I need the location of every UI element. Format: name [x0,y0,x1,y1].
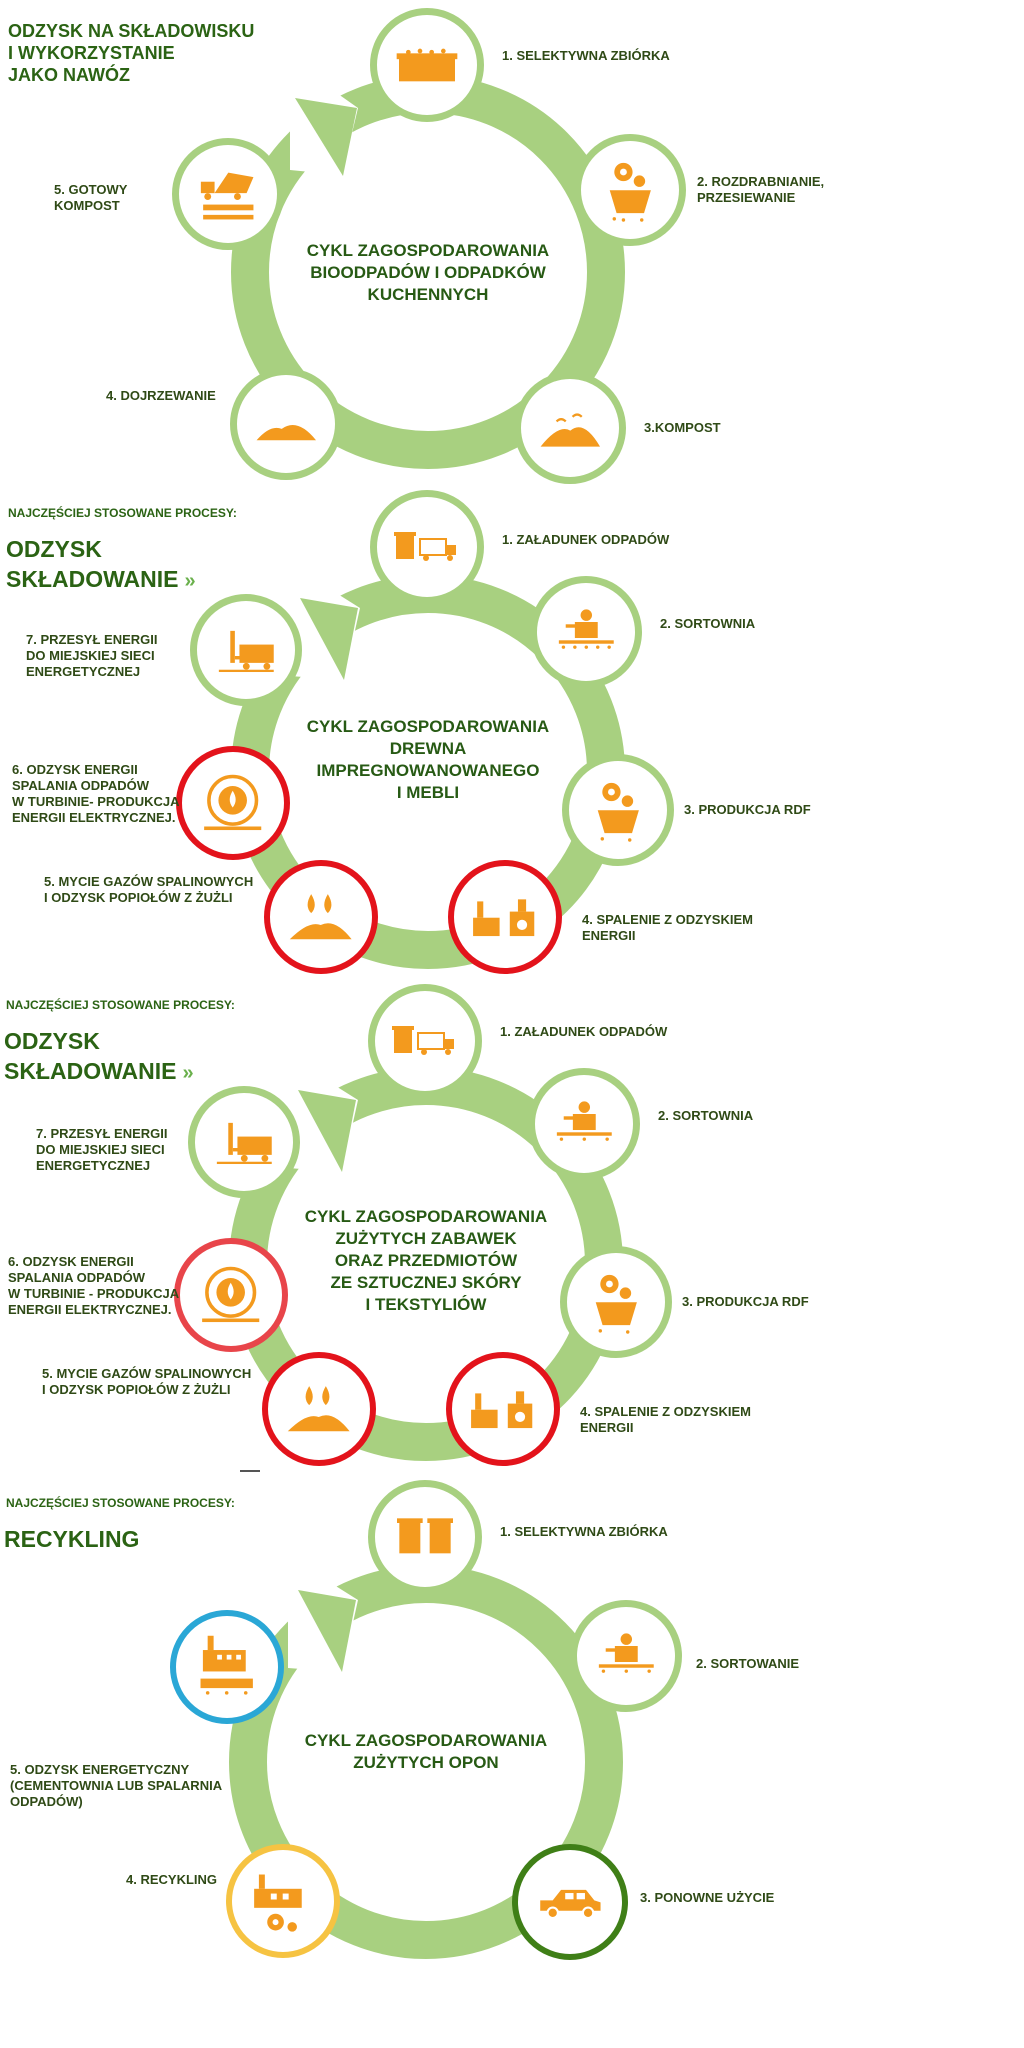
step-node-3 [512,1844,628,1960]
dump-truck-icon [200,172,254,220]
step-label-1: 1. SELEKTYWNA ZBIÓRKA [502,48,670,63]
step-label-7: 7. PRZESYŁ ENERGII DO MIEJSKIEJ SIECI EN… [36,1126,168,1173]
step-label-7: 7. PRZESYŁ ENERGII DO MIEJSKIEJ SIECI EN… [26,632,158,679]
step-node-5 [170,1610,284,1724]
gears-icon [595,1274,637,1334]
factory-furnace-icon [200,1636,254,1695]
step-label-3: 3. PRODUKCJA RDF [684,802,811,817]
cycle-title: CYKL ZAGOSPODAROWANIA ZUŻYTYCH OPON [304,1731,548,1772]
step-node-5 [264,860,378,974]
step-node-1 [370,490,484,604]
factory-furnace-icon [473,899,535,937]
step-node-2 [528,1068,640,1180]
step-node-6 [174,1238,288,1352]
step-label-1: 1. ZAŁADUNEK ODPADÓW [500,1024,668,1039]
gears-icon [597,782,639,842]
step-label-4: 4. SPALENIE Z ODZYSKIEM ENERGII [580,1404,751,1435]
drops-icon [288,1386,350,1432]
step-label-6: 6. ODZYSK ENERGII SPALANIA ODPADÓW W TUR… [12,762,180,825]
step-node-3 [562,754,674,866]
step-node-3 [514,372,626,484]
processes-label: NAJCZĘŚCIEJ STOSOWANE PROCESY: [8,506,237,520]
step-label-2: 2. SORTOWANIE [696,1656,800,1671]
process-2: SKŁADOWANIE» [4,1056,194,1088]
section-wood: NAJCZĘŚCIEJ STOSOWANE PROCESY: ODZYSK SK… [0,490,1024,980]
step-label-5: 5. MYCIE GAZÓW SPALINOWYCH I ODZYSK POPI… [44,874,254,905]
step-label-3: 3. PONOWNE UŻYCIE [640,1890,775,1905]
sorting-worker-icon [558,609,614,649]
forklift-icon [218,630,274,672]
gears-icon [609,162,651,222]
step-label-1: 1. ZAŁADUNEK ODPADÓW [502,532,670,547]
process-2: SKŁADOWANIE» [6,564,196,596]
step-label-6: 6. ODZYSK ENERGII SPALANIA ODPADÓW W TUR… [8,1254,180,1317]
step-node-1 [370,8,484,122]
compost-pile-icon [540,413,600,447]
step-label-4: 4. RECYKLING [126,1872,218,1887]
step-node-5 [262,1352,376,1466]
step-node-7 [190,594,302,706]
step-label-1: 1. SELEKTYWNA ZBIÓRKA [500,1524,668,1539]
process-2-text: SKŁADOWANIE [6,566,179,592]
turbine-icon [202,1267,260,1323]
step-label-4: 4. DOJRZEWANIE [106,388,216,403]
forklift-icon [216,1122,272,1164]
sorting-worker-icon [556,1101,612,1141]
step-node-6 [176,746,290,860]
step-node-2 [574,134,686,246]
heap-icon [256,424,316,441]
step-label-2: 2. SORTOWNIA [660,616,756,631]
step-node-3 [560,1246,672,1358]
processes-label: NAJCZĘŚCIEJ STOSOWANE PROCESY: [6,998,235,1012]
plant-icon [254,1874,303,1932]
step-label-2: 2. ROZDRABNIANIE, PRZESIEWANIE [697,174,825,205]
step-node-2 [530,576,642,688]
cycle-title: CYKL ZAGOSPODAROWANIA BIOODPADÓW I ODPAD… [306,241,550,304]
step-node-4 [448,860,562,974]
process-1: ODZYSK [6,536,102,562]
section-heading: ODZYSK NA SKŁADOWISKU I WYKORZYSTANIE JA… [8,21,255,85]
bin-truck-icon [394,532,456,561]
step-label-5: 5. ODZYSK ENERGETYCZNY (CEMENTOWNIA LUB … [10,1762,223,1809]
processes-label: NAJCZĘŚCIEJ STOSOWANE PROCESY: [6,1496,235,1510]
container-icon [396,48,458,82]
cycle-title: CYKL ZAGOSPODAROWANIA DREWNA IMPREGNOWAN… [306,717,550,802]
section-biowaste: ODZYSK NA SKŁADOWISKU I WYKORZYSTANIE JA… [0,0,1024,490]
car-icon [539,1889,601,1919]
bins-icon [397,1518,453,1554]
step-node-5 [172,138,284,250]
sorting-worker-icon [598,1633,654,1673]
step-node-4 [230,368,342,480]
section-toys: NAJCZĘŚCIEJ STOSOWANE PROCESY: ODZYSK SK… [0,980,1024,1480]
process-2-text: SKŁADOWANIE [4,1058,177,1084]
chevron-right-icon: » [184,570,196,592]
factory-furnace-icon [471,1391,533,1429]
cycle-title: CYKL ZAGOSPODAROWANIA ZUŻYTYCH ZABAWEK O… [304,1207,548,1314]
step-label-3: 3. PRODUKCJA RDF [682,1294,809,1309]
step-node-1 [368,984,482,1098]
step-label-5: 5. GOTOWY KOMPOST [54,182,128,213]
step-label-3: 3.KOMPOST [644,420,721,435]
drops-icon [290,894,352,940]
process-1: RECYKLING [4,1526,140,1552]
step-node-4 [446,1352,560,1466]
step-node-7 [188,1086,300,1198]
step-node-2 [570,1600,682,1712]
bin-truck-icon [392,1026,454,1055]
turbine-icon [204,775,262,831]
step-label-5: 5. MYCIE GAZÓW SPALINOWYCH I ODZYSK POPI… [42,1366,252,1397]
step-label-4: 4. SPALENIE Z ODZYSKIEM ENERGII [582,912,753,943]
process-1: ODZYSK [4,1028,100,1054]
chevron-right-icon: » [182,1062,194,1084]
step-node-4 [226,1844,340,1958]
step-label-2: 2. SORTOWNIA [658,1108,754,1123]
section-tyres: NAJCZĘŚCIEJ STOSOWANE PROCESY: RECYKLING… [0,1480,1024,2048]
step-node-1 [368,1480,482,1594]
